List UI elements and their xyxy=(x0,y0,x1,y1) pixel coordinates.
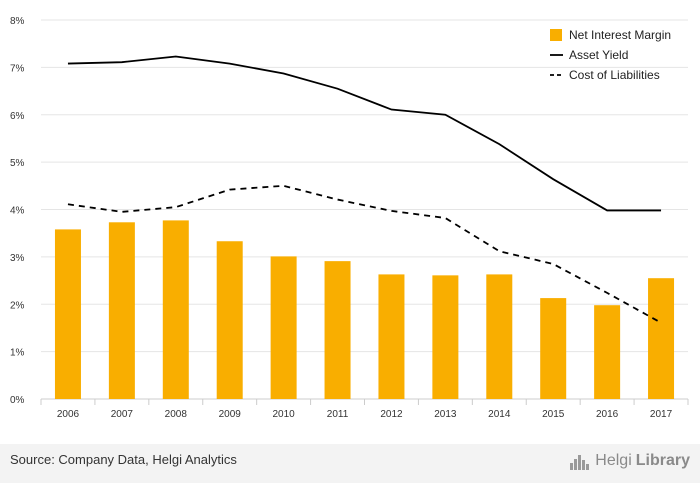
x-tick-label: 2017 xyxy=(650,409,673,420)
legend-label: Cost of Liabilities xyxy=(569,68,660,82)
y-tick-label: 0% xyxy=(10,395,25,406)
line-cost-of-liabilities xyxy=(67,184,662,324)
legend-label: Asset Yield xyxy=(569,48,628,62)
bar-net-interest-margin xyxy=(54,229,81,399)
bar-net-interest-margin xyxy=(108,222,135,399)
y-tick-label: 5% xyxy=(10,158,25,169)
x-tick-label: 2007 xyxy=(111,409,134,420)
y-tick-label: 2% xyxy=(10,300,25,311)
lines xyxy=(67,55,662,324)
x-tick-label: 2006 xyxy=(57,409,80,420)
bar-net-interest-margin xyxy=(540,298,567,399)
x-tick-label: 2008 xyxy=(165,409,188,420)
y-tick-label: 3% xyxy=(10,253,25,264)
legend-swatch-bar xyxy=(550,29,562,41)
bar-net-interest-margin xyxy=(486,274,513,399)
footer: Source: Company Data, Helgi Analytics He… xyxy=(0,444,700,483)
x-tick-label: 2015 xyxy=(542,409,565,420)
bar-net-interest-margin xyxy=(216,241,243,399)
y-tick-label: 8% xyxy=(10,16,25,27)
source-text: Source: Company Data, Helgi Analytics xyxy=(10,452,237,467)
brand-name-part2: Library xyxy=(635,452,690,469)
y-axis-ticks: 0% 1% 2% 3% 4% 5% 6% 7% 8% xyxy=(10,16,25,406)
bar-net-interest-margin xyxy=(594,305,621,399)
x-tick-label: 2010 xyxy=(273,409,296,420)
bar-net-interest-margin xyxy=(648,278,675,399)
bars xyxy=(54,220,675,399)
x-tick-label: 2014 xyxy=(488,409,511,420)
brand-name-part1: Helgi xyxy=(595,452,632,469)
bar-net-interest-margin xyxy=(432,275,459,399)
x-tick-label: 2013 xyxy=(434,409,457,420)
x-axis-ticks: 2006 2007 2008 2009 2010 2011 2012 2013 2014 2015… xyxy=(40,399,689,420)
bar-net-interest-margin xyxy=(324,261,351,399)
x-tick-label: 2009 xyxy=(219,409,242,420)
y-tick-label: 4% xyxy=(10,206,25,217)
y-tick-label: 7% xyxy=(10,63,25,74)
bar-net-interest-margin xyxy=(162,220,189,399)
x-tick-label: 2016 xyxy=(596,409,619,420)
x-tick-label: 2011 xyxy=(327,409,349,420)
bar-net-interest-margin xyxy=(270,256,297,399)
bar-net-interest-margin xyxy=(378,274,405,399)
brand-logo[interactable]: Helgi Library xyxy=(569,451,690,471)
legend-label: Net Interest Margin xyxy=(569,28,671,42)
chart: 0%1%2%3%4%5%6%7%8% 2006 2007 2008 2009 2010 2… xyxy=(10,16,689,420)
y-tick-label: 1% xyxy=(10,348,25,359)
y-tick-label: 6% xyxy=(10,111,25,122)
helgi-library-logo-icon xyxy=(570,455,590,470)
legend: Net Interest Margin Asset Yield Cost of Li… xyxy=(550,28,671,82)
line-asset-yield xyxy=(67,55,662,212)
x-tick-label: 2012 xyxy=(380,409,403,420)
